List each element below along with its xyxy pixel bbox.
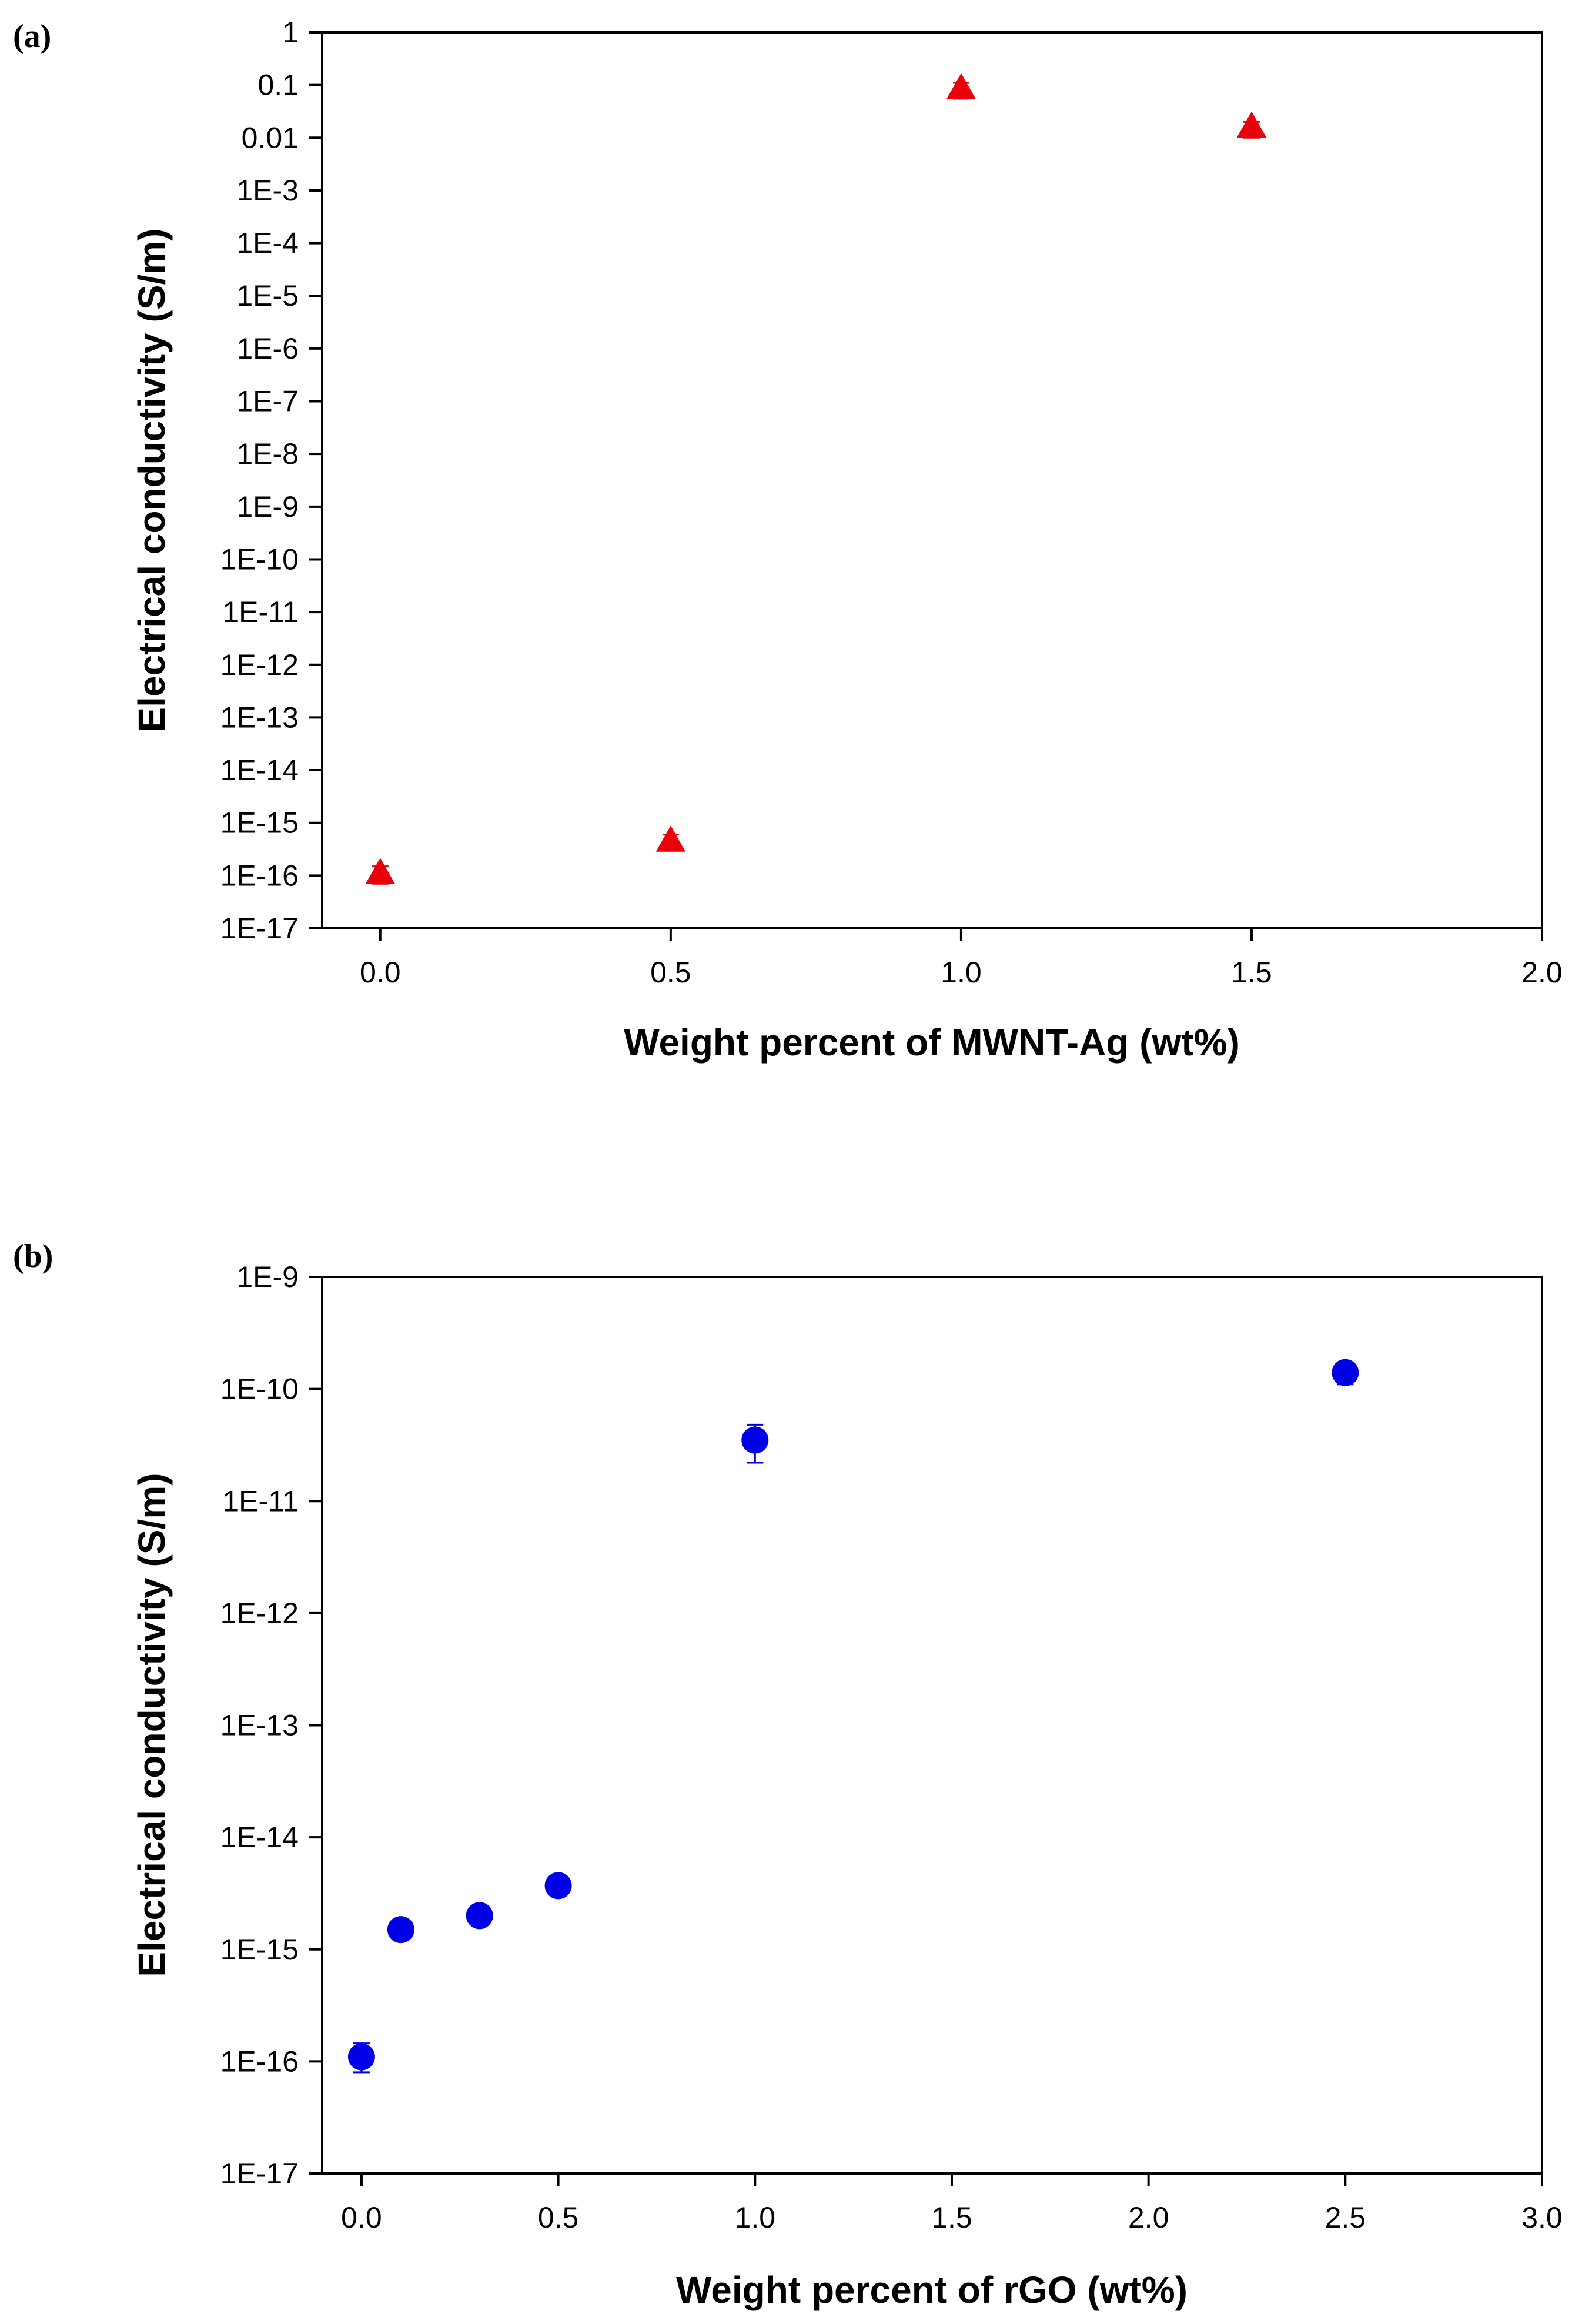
x-tick-label: 0.5: [650, 956, 691, 989]
chart-panel-a: (a) 0.0 0.5 1.0 1.5 2.0 1 0.1 0.01 1E-3 1E-4 1E-5 1…: [13, 16, 1563, 1064]
y-tick-label: 0.01: [242, 121, 299, 154]
x-tick-label: 2.5: [1325, 2201, 1366, 2234]
marker: [365, 858, 396, 884]
y-tick-label: 1E-13: [220, 701, 299, 734]
x-tick-label: 1.0: [941, 956, 982, 989]
y-tick-label: 1E-14: [220, 1821, 299, 1854]
data-point: [387, 1916, 414, 1944]
y-tick-label: 1E-12: [220, 1597, 299, 1630]
panel-label-a: (a): [13, 18, 51, 55]
data-point: [1332, 1359, 1359, 1386]
marker: [741, 1426, 769, 1454]
x-tick-label: 3.0: [1521, 2201, 1563, 2234]
data-point: [365, 858, 396, 885]
x-tick-label: 1.5: [1231, 956, 1272, 989]
data-point: [946, 73, 976, 100]
y-tick-label: 1E-6: [236, 332, 299, 365]
plot-frame-a: [321, 31, 1543, 929]
marker: [1236, 111, 1267, 138]
y-tick-label: 1E-16: [220, 859, 299, 892]
y-tick-label: 1E-7: [236, 385, 299, 418]
plot-frame-b: [321, 1276, 1543, 2175]
chart-panel-b: (b) 0.0 0.5 1.0 1.5 2.0 2.5 3.0 1E-9 1E-10 1E-11 1…: [13, 1238, 1563, 2311]
y-tick-label: 1E-4: [236, 227, 299, 260]
x-tick-label: 1.0: [735, 2201, 776, 2234]
tick-group-a: 0.0 0.5 1.0 1.5 2.0 1 0.1 0.01 1E-3 1E-4 1E-5 1E-6 1…: [220, 16, 1563, 989]
marker: [1332, 1359, 1359, 1386]
marker: [544, 1872, 572, 1900]
x-tick-label: 1.5: [931, 2201, 972, 2234]
y-tick-label: 1E-9: [236, 1260, 299, 1293]
x-tick-label: 2.0: [1521, 956, 1563, 989]
x-tick-label: 2.0: [1128, 2201, 1169, 2234]
y-tick-label: 1E-17: [220, 912, 299, 945]
y-tick-label: 1: [282, 16, 299, 49]
x-tick-label: 0.0: [360, 956, 401, 989]
data-point: [347, 2042, 375, 2074]
tick-group-b: 0.0 0.5 1.0 1.5 2.0 2.5 3.0 1E-9 1E-10 1E-11 1E-12…: [220, 1260, 1563, 2234]
y-tick-label: 1E-8: [236, 437, 299, 470]
marker: [655, 825, 686, 852]
marker: [387, 1916, 414, 1944]
y-tick-label: 0.1: [257, 69, 299, 102]
y-tick-label: 1E-14: [220, 754, 299, 787]
y-tick-label: 1E-12: [220, 648, 299, 681]
y-tick-label: 1E-9: [236, 490, 299, 523]
y-tick-label: 1E-11: [222, 1484, 299, 1517]
data-marks-b: [347, 1359, 1359, 2074]
data-point: [466, 1902, 493, 1930]
data-point: [741, 1423, 769, 1464]
marker: [466, 1902, 493, 1930]
data-point: [1236, 111, 1267, 139]
y-tick-label: 1E-10: [220, 1373, 299, 1406]
marker: [347, 2043, 375, 2071]
y-tick-label: 1E-16: [220, 2045, 299, 2078]
y-tick-label: 1E-17: [220, 2157, 299, 2190]
x-axis-title-a: Weight percent of MWNT-Ag (wt%): [624, 1021, 1240, 1064]
data-marks-a: [365, 73, 1267, 885]
x-axis-title-b: Weight percent of rGO (wt%): [676, 2269, 1188, 2311]
y-tick-label: 1E-5: [236, 279, 299, 312]
y-axis-title-b: Electrical conductivity (S/m): [131, 1473, 173, 1977]
marker: [946, 73, 976, 99]
y-tick-label: 1E-3: [236, 174, 299, 207]
y-tick-label: 1E-11: [222, 596, 299, 628]
x-tick-label: 0.5: [538, 2201, 579, 2234]
panel-label-b: (b): [13, 1238, 53, 1275]
y-axis-title-a: Electrical conductivity (S/m): [131, 228, 173, 732]
x-tick-label: 0.0: [341, 2201, 382, 2234]
y-tick-label: 1E-15: [220, 1933, 299, 1966]
data-point: [544, 1872, 572, 1900]
y-tick-label: 1E-10: [220, 543, 299, 576]
y-tick-label: 1E-15: [220, 807, 299, 840]
y-tick-label: 1E-13: [220, 1709, 299, 1742]
data-point: [655, 825, 686, 852]
